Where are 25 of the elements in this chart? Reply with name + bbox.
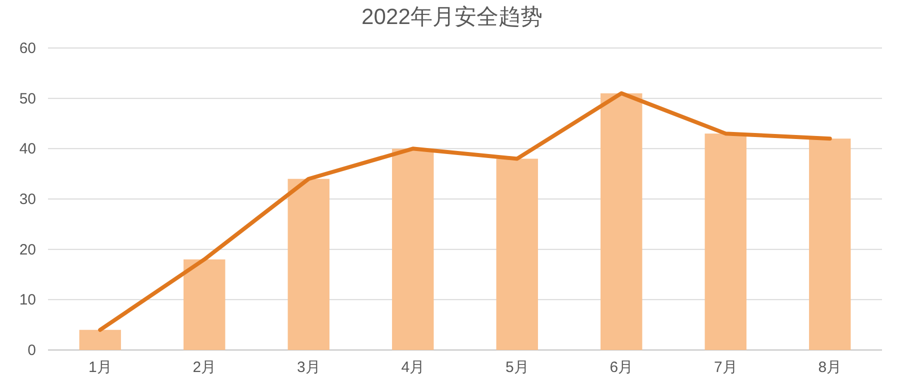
x-tick-label: 3月 (296, 359, 320, 376)
bar (184, 259, 226, 350)
y-tick-label: 20 (19, 241, 36, 258)
x-tick-label: 5月 (505, 359, 529, 376)
x-tick-label: 2月 (192, 359, 216, 376)
x-tick-label: 1月 (88, 359, 112, 376)
y-tick-label: 40 (19, 140, 36, 158)
bar (704, 134, 746, 350)
bar (496, 158, 538, 350)
y-tick-label: 10 (19, 292, 36, 309)
y-tick-label: 60 (19, 40, 36, 57)
y-tick-label: 0 (28, 342, 36, 359)
line-series (98, 91, 832, 332)
bar (392, 148, 434, 350)
x-tick-label: 8月 (818, 359, 842, 376)
bar (288, 178, 330, 350)
x-tick-label: 6月 (610, 359, 634, 376)
y-tick-label: 30 (19, 191, 36, 208)
x-tick-label: 4月 (401, 359, 425, 376)
y-tick-label: 50 (19, 90, 36, 108)
x-tick-label: 7月 (714, 359, 738, 376)
chart-title: 2022年月安全趋势 (362, 4, 542, 29)
bar (600, 93, 642, 350)
bar (809, 138, 851, 350)
bar (79, 330, 121, 350)
